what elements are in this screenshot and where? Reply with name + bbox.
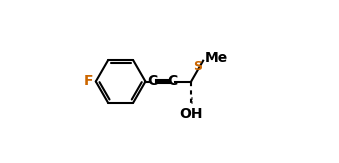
Text: C: C xyxy=(167,74,177,89)
Text: S: S xyxy=(194,60,202,73)
Text: OH: OH xyxy=(179,107,203,121)
Text: F: F xyxy=(84,74,93,89)
Text: C: C xyxy=(147,74,158,89)
Text: Me: Me xyxy=(204,51,228,65)
